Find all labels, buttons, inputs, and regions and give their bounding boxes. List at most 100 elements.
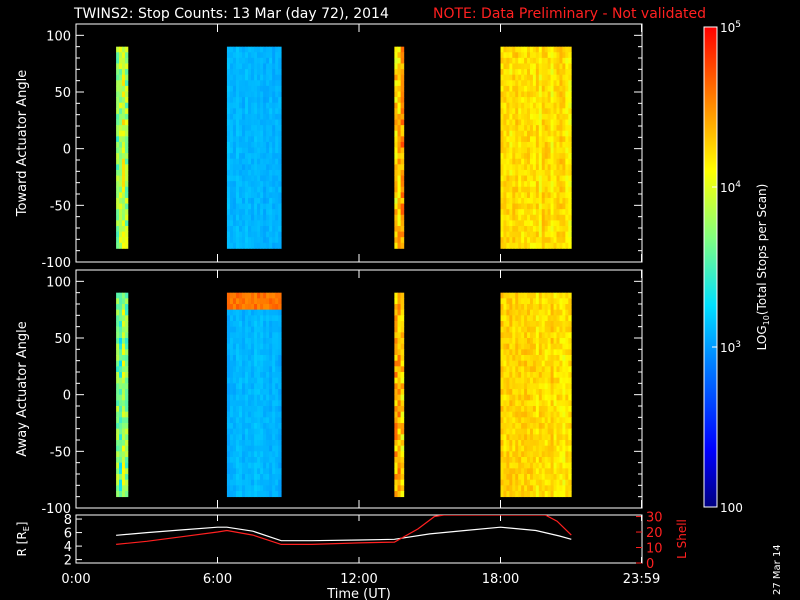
heatmap-cell	[568, 366, 572, 373]
series-line-2	[116, 515, 572, 546]
heatmap-cell	[397, 491, 402, 498]
heatmap-cell	[550, 63, 554, 70]
heatmap-cell	[521, 57, 525, 64]
heatmap-cell	[245, 136, 249, 143]
heatmap-cell	[245, 292, 249, 299]
heatmap-cell	[500, 69, 504, 76]
heatmap-cell	[269, 338, 273, 345]
heatmap-cell	[565, 125, 569, 132]
heatmap-cell	[550, 394, 554, 401]
series-line-1	[116, 526, 572, 542]
heatmap-cell	[556, 197, 560, 204]
heatmap-cell	[260, 474, 264, 481]
heatmap-cell	[565, 423, 569, 430]
heatmap-cell	[263, 214, 267, 221]
heatmap-cell	[269, 411, 273, 418]
heatmap-cell	[529, 479, 534, 486]
heatmap-cell	[538, 423, 543, 430]
heatmap-cell	[562, 338, 566, 345]
heatmap-cell	[521, 332, 525, 339]
heatmap-cell	[226, 108, 231, 115]
heatmap-cell	[248, 304, 252, 311]
heatmap-cell	[538, 181, 543, 188]
heatmap-cell	[562, 326, 566, 333]
heatmap-cell	[229, 304, 234, 311]
heatmap-cell	[532, 338, 537, 345]
heatmap-cell	[275, 434, 279, 441]
heatmap-cell	[547, 153, 552, 160]
heatmap-cell	[226, 197, 231, 204]
heatmap-cell	[544, 69, 549, 76]
heatmap-cell	[251, 451, 255, 458]
heatmap-cell	[400, 372, 405, 379]
heatmap-cell	[278, 85, 282, 92]
heatmap-cell	[565, 326, 569, 333]
heatmap-cell	[541, 315, 546, 322]
heatmap-cell	[119, 326, 123, 333]
heatmap-cell	[263, 181, 267, 188]
heatmap-cell	[506, 214, 510, 221]
heatmap-cell	[544, 394, 549, 401]
heatmap-cell	[121, 91, 126, 98]
heatmap-cell	[245, 74, 249, 81]
heatmap-cell	[226, 69, 231, 76]
heatmap-cell	[535, 225, 540, 232]
heatmap-cell	[559, 451, 563, 458]
heatmap-cell	[266, 46, 270, 53]
heatmap-cell	[547, 69, 552, 76]
heatmap-cell	[229, 377, 234, 384]
heatmap-cell	[397, 445, 402, 452]
heatmap-cell	[553, 225, 557, 232]
heatmap-cell	[556, 52, 560, 59]
heatmap-cell	[272, 46, 276, 53]
heatmap-cell	[559, 136, 563, 143]
heatmap-cell	[503, 440, 507, 447]
heatmap-cell	[518, 355, 522, 362]
heatmap-cell	[509, 80, 513, 87]
heatmap-cell	[544, 108, 549, 115]
heatmap-cell	[229, 417, 234, 424]
heatmap-cell	[512, 445, 516, 452]
heatmap-cell	[538, 445, 543, 452]
heatmap-cell	[257, 175, 261, 182]
heatmap-cell	[257, 434, 261, 441]
heatmap-cell	[251, 164, 255, 171]
heatmap-cell	[527, 186, 531, 193]
heatmap-cell	[532, 57, 537, 64]
heatmap-cell	[503, 411, 507, 418]
heatmap-cell	[518, 97, 522, 104]
heatmap-cell	[556, 366, 560, 373]
heatmap-cell	[544, 468, 549, 475]
heatmap-cell	[512, 309, 516, 316]
heatmap-cell	[226, 383, 231, 390]
heatmap-cell	[400, 332, 405, 339]
heatmap-cell	[527, 80, 531, 87]
heatmap-cell	[254, 491, 258, 498]
heatmap-cell	[400, 186, 405, 193]
heatmap-cell	[503, 474, 507, 481]
heatmap-cell	[248, 52, 252, 59]
heatmap-cell	[535, 214, 540, 221]
heatmap-cell	[538, 292, 543, 299]
heatmap-cell	[238, 169, 243, 176]
heatmap-cell	[124, 406, 129, 413]
heatmap-cell	[544, 158, 549, 165]
heatmap-cell	[278, 491, 282, 498]
heatmap-cell	[524, 400, 528, 407]
heatmap-cell	[257, 491, 261, 498]
heatmap-cell	[251, 304, 255, 311]
heatmap-cell	[535, 209, 540, 216]
heatmap-cell	[269, 417, 273, 424]
heatmap-cell	[532, 451, 537, 458]
heatmap-cell	[242, 366, 246, 373]
heatmap-cell	[535, 360, 540, 367]
heatmap-cell	[550, 349, 554, 356]
heatmap-cell	[562, 491, 566, 498]
heatmap-cell	[232, 309, 237, 316]
heatmap-cell	[272, 181, 276, 188]
heatmap-cell	[524, 355, 528, 362]
heatmap-cell	[275, 485, 279, 492]
heatmap-cell	[503, 315, 507, 322]
heatmap-cell	[538, 394, 543, 401]
heatmap-cell	[518, 57, 522, 64]
